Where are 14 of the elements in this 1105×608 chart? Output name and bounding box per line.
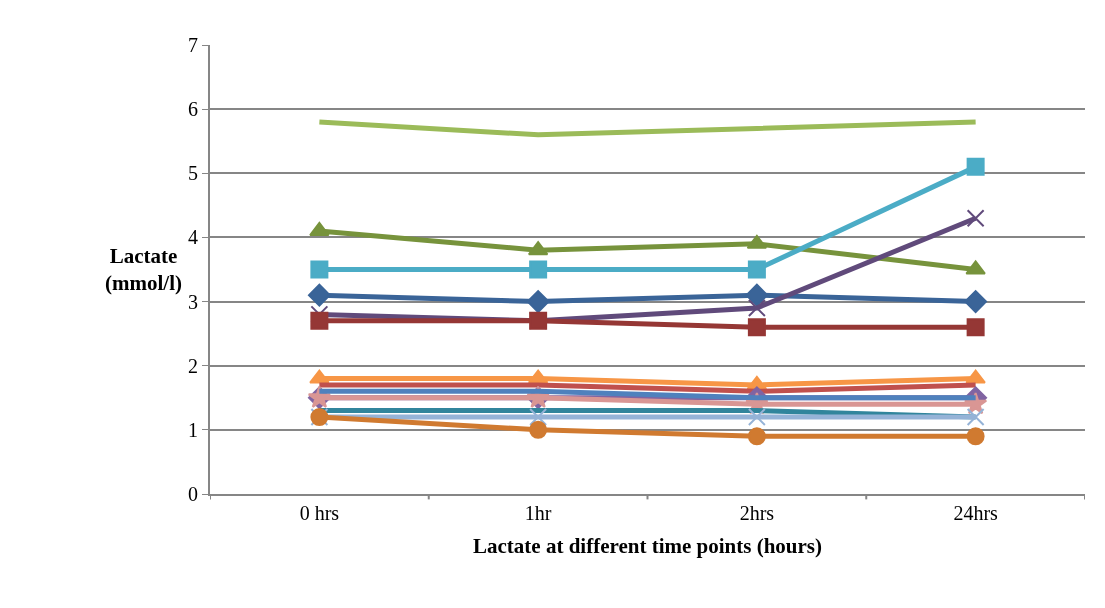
y-axis-title: Lactate (mmol/l) bbox=[105, 244, 182, 296]
y-tick-label: 3 bbox=[188, 290, 198, 313]
y-tick-label: 1 bbox=[188, 418, 198, 441]
y-tick-label: 2 bbox=[188, 354, 198, 377]
y-tick-label: 7 bbox=[188, 34, 198, 56]
x-tick-label: 24hrs bbox=[953, 502, 999, 524]
y-tick-label: 0 bbox=[188, 483, 198, 505]
x-tick-label: 1hr bbox=[524, 502, 552, 524]
x-tick-label: 0 hrs bbox=[299, 502, 340, 524]
x-tick-label: 2hrs bbox=[739, 502, 775, 524]
y-tick-label: 4 bbox=[188, 226, 198, 249]
y-tick-label: 5 bbox=[188, 162, 198, 185]
x-axis-title: Lactate at different time points (hours) bbox=[473, 533, 822, 558]
y-tick-label: 6 bbox=[188, 98, 198, 121]
